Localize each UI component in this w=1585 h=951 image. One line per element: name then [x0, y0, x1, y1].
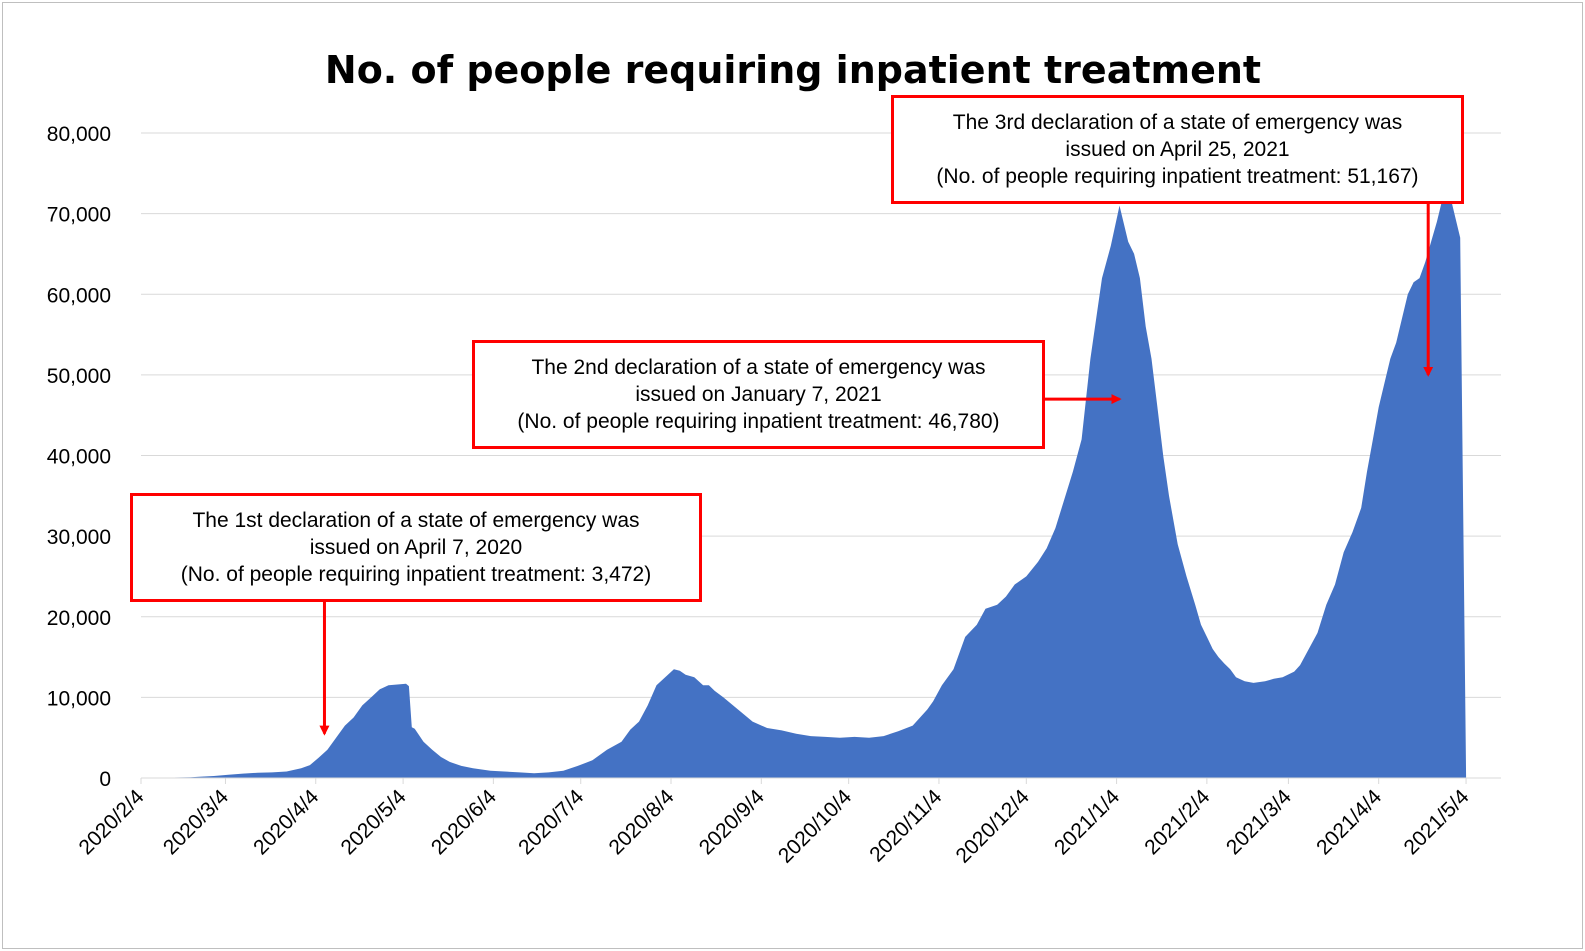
x-tick-label: 2020/8/4	[604, 785, 678, 859]
series-area	[141, 189, 1467, 778]
x-tick-label: 2021/3/4	[1222, 785, 1296, 859]
y-tick-label: 70,000	[47, 204, 111, 227]
x-tick-label: 2020/10/4	[774, 785, 857, 868]
y-tick-label: 30,000	[47, 526, 111, 549]
x-tick-label: 2020/11/4	[865, 785, 946, 866]
annotation-line-2: issued on January 7, 2021	[635, 383, 882, 406]
series-layer	[141, 189, 1467, 778]
y-tick-label: 50,000	[47, 365, 111, 388]
annotation-line-1: The 2nd declaration of a state of emerge…	[531, 356, 986, 379]
y-tick-label: 80,000	[47, 123, 111, 146]
y-tick-label: 40,000	[47, 446, 111, 469]
annotation-second-emergency: The 2nd declaration of a state of emerge…	[472, 340, 1045, 449]
x-tick-label: 2021/1/4	[1050, 785, 1124, 859]
x-tick-label: 2020/3/4	[159, 785, 233, 859]
annotation-line-3: (No. of people requiring inpatient treat…	[936, 165, 1419, 188]
y-axis: 0 10,000 20,000 30,000 40,000 50,000 60,000 70,…	[47, 123, 111, 791]
y-tick-label: 10,000	[47, 687, 111, 710]
x-axis: 2020/2/4 2020/3/4 2020/4/4 2020/5/4 2020/6/4…	[74, 777, 1501, 868]
x-tick-label: 2020/5/4	[337, 785, 411, 859]
annotation-line-2: issued on April 7, 2020	[309, 536, 523, 559]
x-tick-label: 2021/4/4	[1312, 785, 1386, 859]
area-chart: No. of people requiring inpatient treatm…	[47, 48, 1501, 868]
x-tick-label: 2020/2/4	[74, 785, 148, 859]
annotation-line-1: The 1st declaration of a state of emerge…	[192, 509, 640, 532]
annotation-line-2: issued on April 25, 2021	[1065, 138, 1290, 161]
x-tick-label: 2021/2/4	[1140, 785, 1214, 859]
x-tick-label: 2020/4/4	[249, 785, 323, 859]
annotation-arrows	[319, 204, 1434, 736]
annotation-third-emergency: The 3rd declaration of a state of emerge…	[891, 95, 1464, 204]
x-tick-label: 2020/12/4	[952, 785, 1035, 868]
annotation-line-3: (No. of people requiring inpatient treat…	[180, 563, 652, 586]
annotation-line-1: The 3rd declaration of a state of emerge…	[952, 111, 1403, 134]
y-tick-label: 0	[99, 768, 111, 791]
annotation-line-3: (No. of people requiring inpatient treat…	[517, 410, 1000, 433]
annotation-first-emergency: The 1st declaration of a state of emerge…	[130, 493, 702, 602]
x-tick-label: 2021/5/4	[1400, 785, 1474, 859]
y-tick-label: 60,000	[47, 284, 111, 307]
x-tick-label: 2020/7/4	[514, 785, 588, 859]
x-tick-label: 2020/6/4	[427, 785, 501, 859]
x-tick-label: 2020/9/4	[695, 785, 769, 859]
y-tick-label: 20,000	[47, 607, 111, 630]
chart-title: No. of people requiring inpatient treatm…	[325, 48, 1261, 92]
